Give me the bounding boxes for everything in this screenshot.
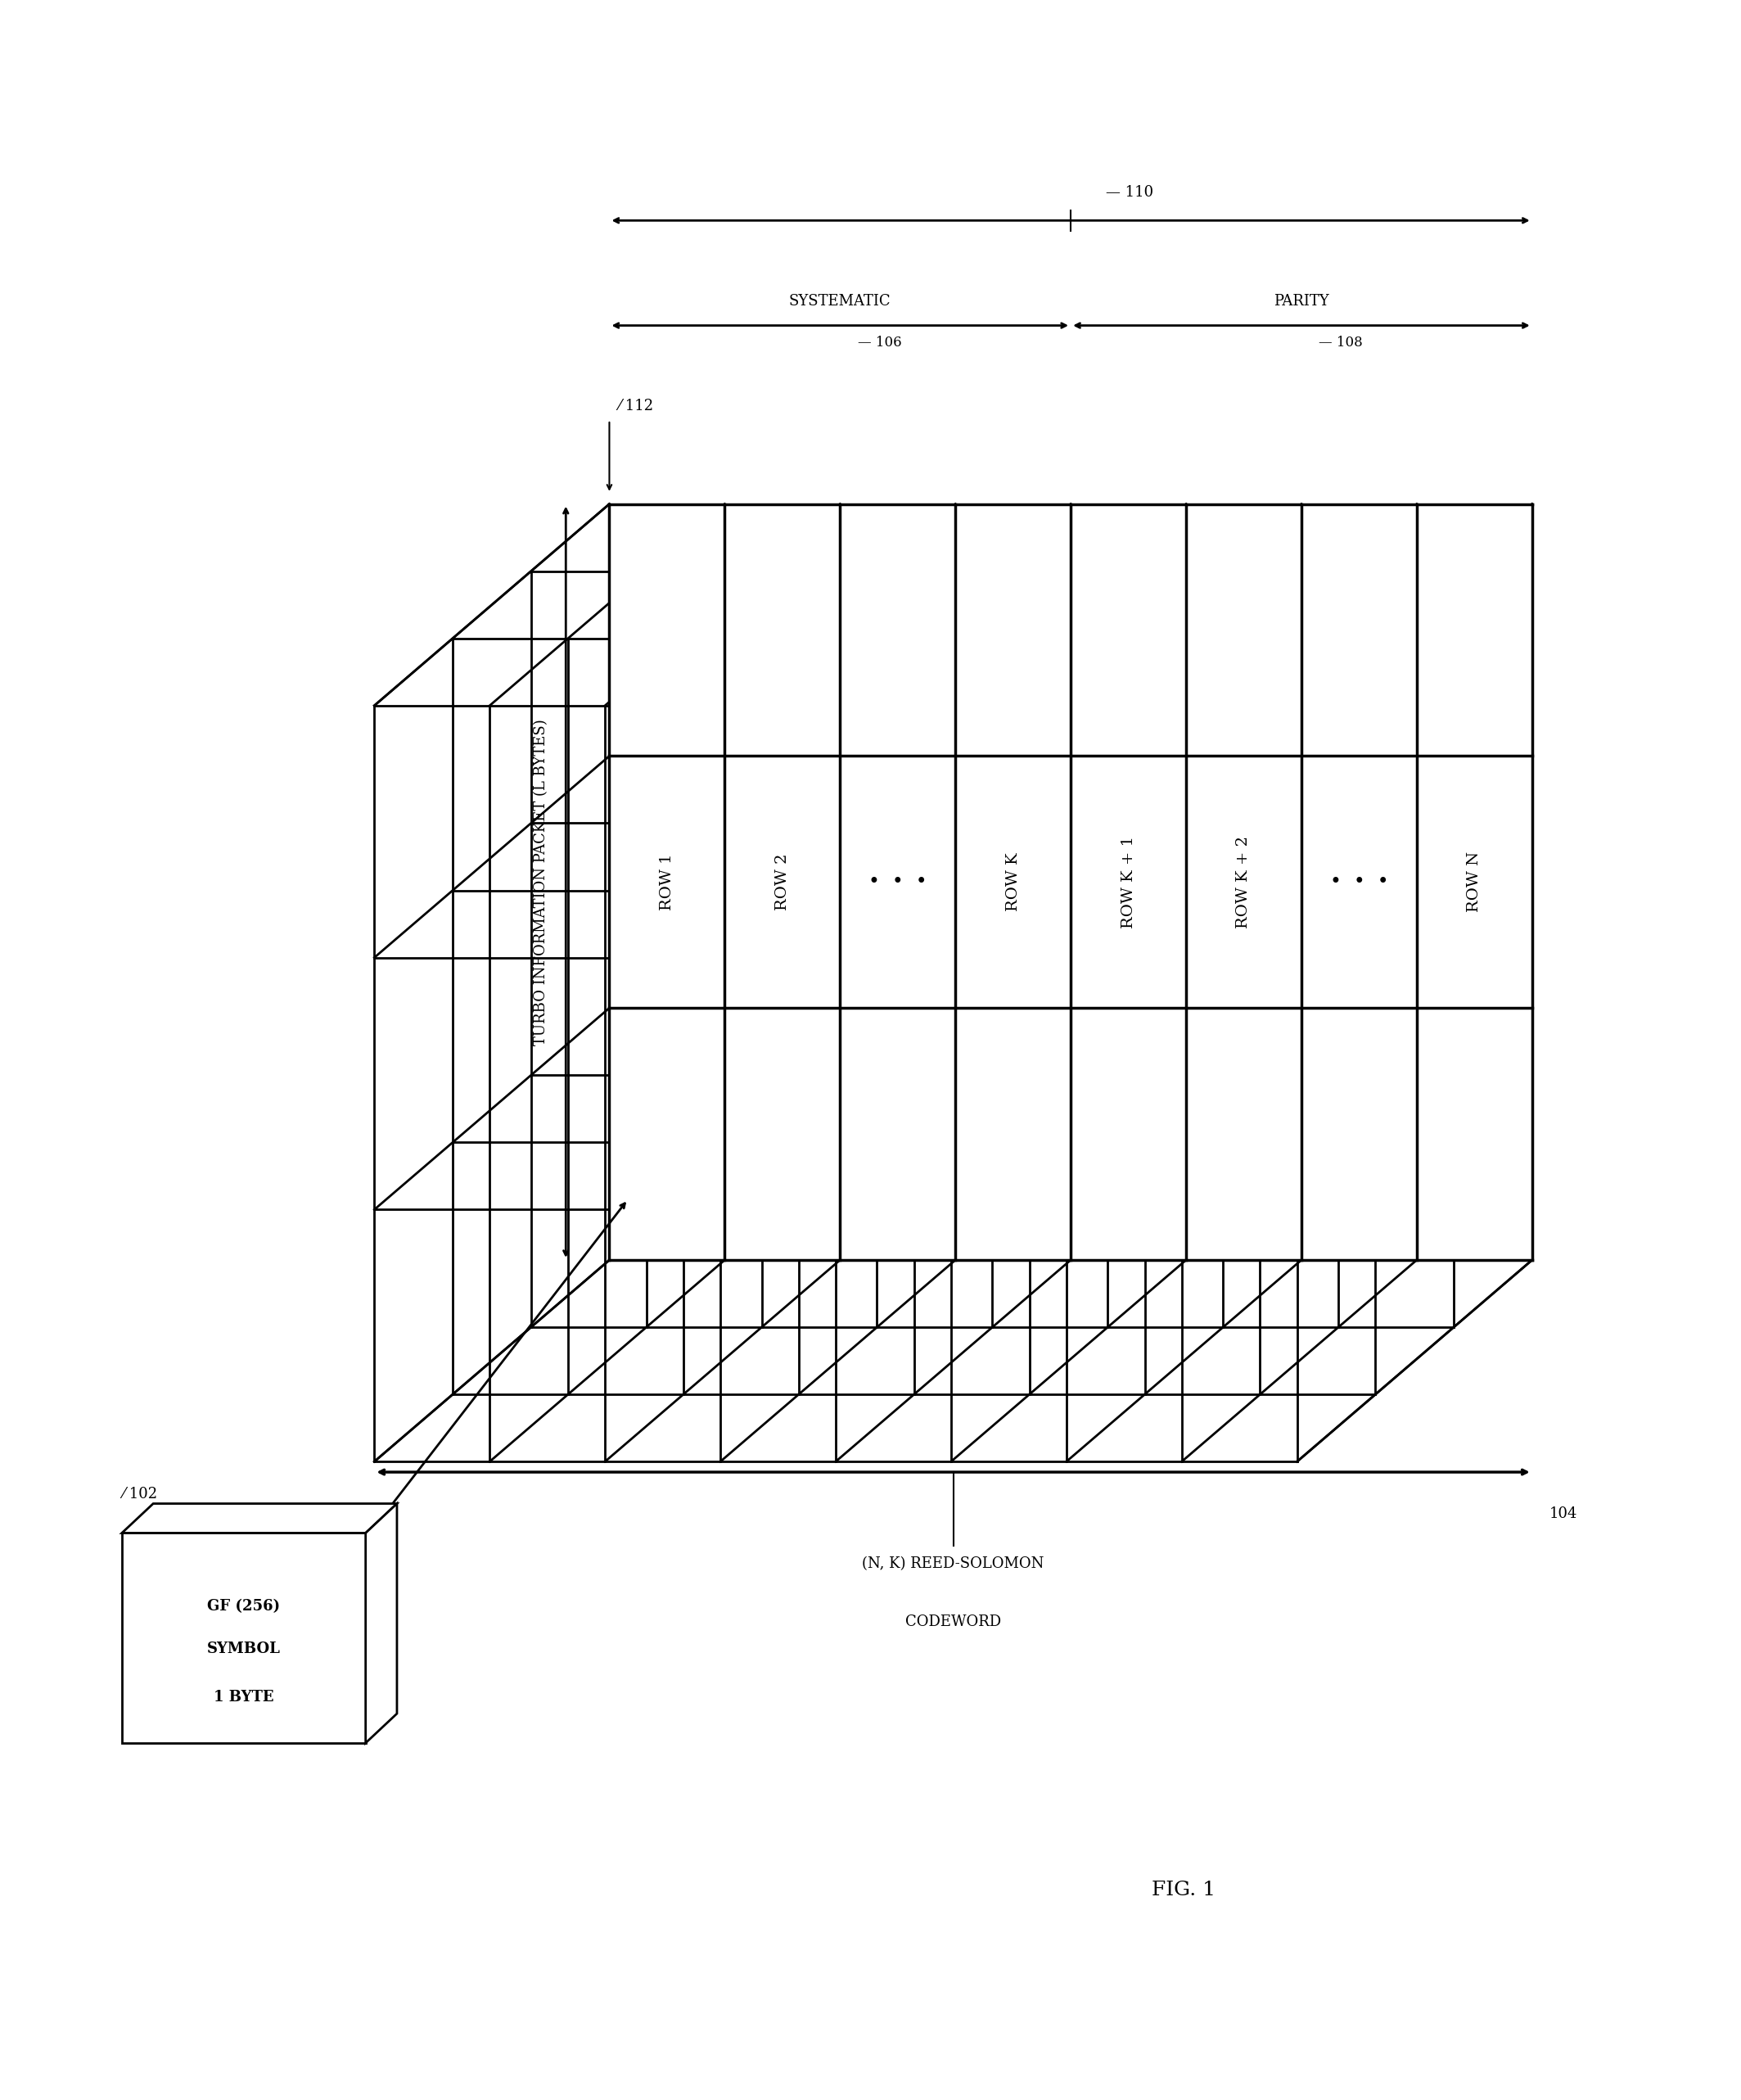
Text: SYSTEMATIC: SYSTEMATIC	[789, 294, 891, 309]
Text: SYMBOL: SYMBOL	[207, 1640, 280, 1657]
Text: ROW N: ROW N	[1468, 853, 1482, 911]
Text: ⁄ 112: ⁄ 112	[618, 399, 653, 414]
Text: ROW 2: ROW 2	[775, 853, 790, 911]
Text: •  •  •: • • •	[1330, 871, 1388, 892]
Polygon shape	[609, 504, 1532, 1260]
Text: PARITY: PARITY	[1274, 294, 1328, 309]
Polygon shape	[122, 1504, 397, 1533]
Text: ROW K + 1: ROW K + 1	[1121, 836, 1135, 928]
Polygon shape	[122, 1533, 366, 1743]
Polygon shape	[366, 1504, 397, 1743]
Text: — 106: — 106	[857, 336, 902, 351]
Text: ROW 1: ROW 1	[660, 853, 674, 911]
Text: — 110: — 110	[1106, 185, 1153, 200]
Text: ⁄ 102: ⁄ 102	[122, 1487, 157, 1501]
Text: FIG. 1: FIG. 1	[1153, 1882, 1215, 1898]
Text: (N, K) REED-SOLOMON: (N, K) REED-SOLOMON	[862, 1556, 1045, 1571]
Text: ROW K + 2: ROW K + 2	[1236, 836, 1252, 928]
Text: — 108: — 108	[1320, 336, 1363, 351]
Text: ROW K: ROW K	[1006, 853, 1020, 911]
Text: 104: 104	[1549, 1506, 1577, 1522]
Text: •  •  •: • • •	[869, 871, 926, 892]
Text: CODEWORD: CODEWORD	[905, 1615, 1001, 1630]
Text: 1 BYTE: 1 BYTE	[214, 1688, 273, 1705]
Text: GF (256): GF (256)	[207, 1598, 280, 1615]
Text: TURBO INFORMATION PACKET (L BYTES): TURBO INFORMATION PACKET (L BYTES)	[534, 718, 548, 1046]
